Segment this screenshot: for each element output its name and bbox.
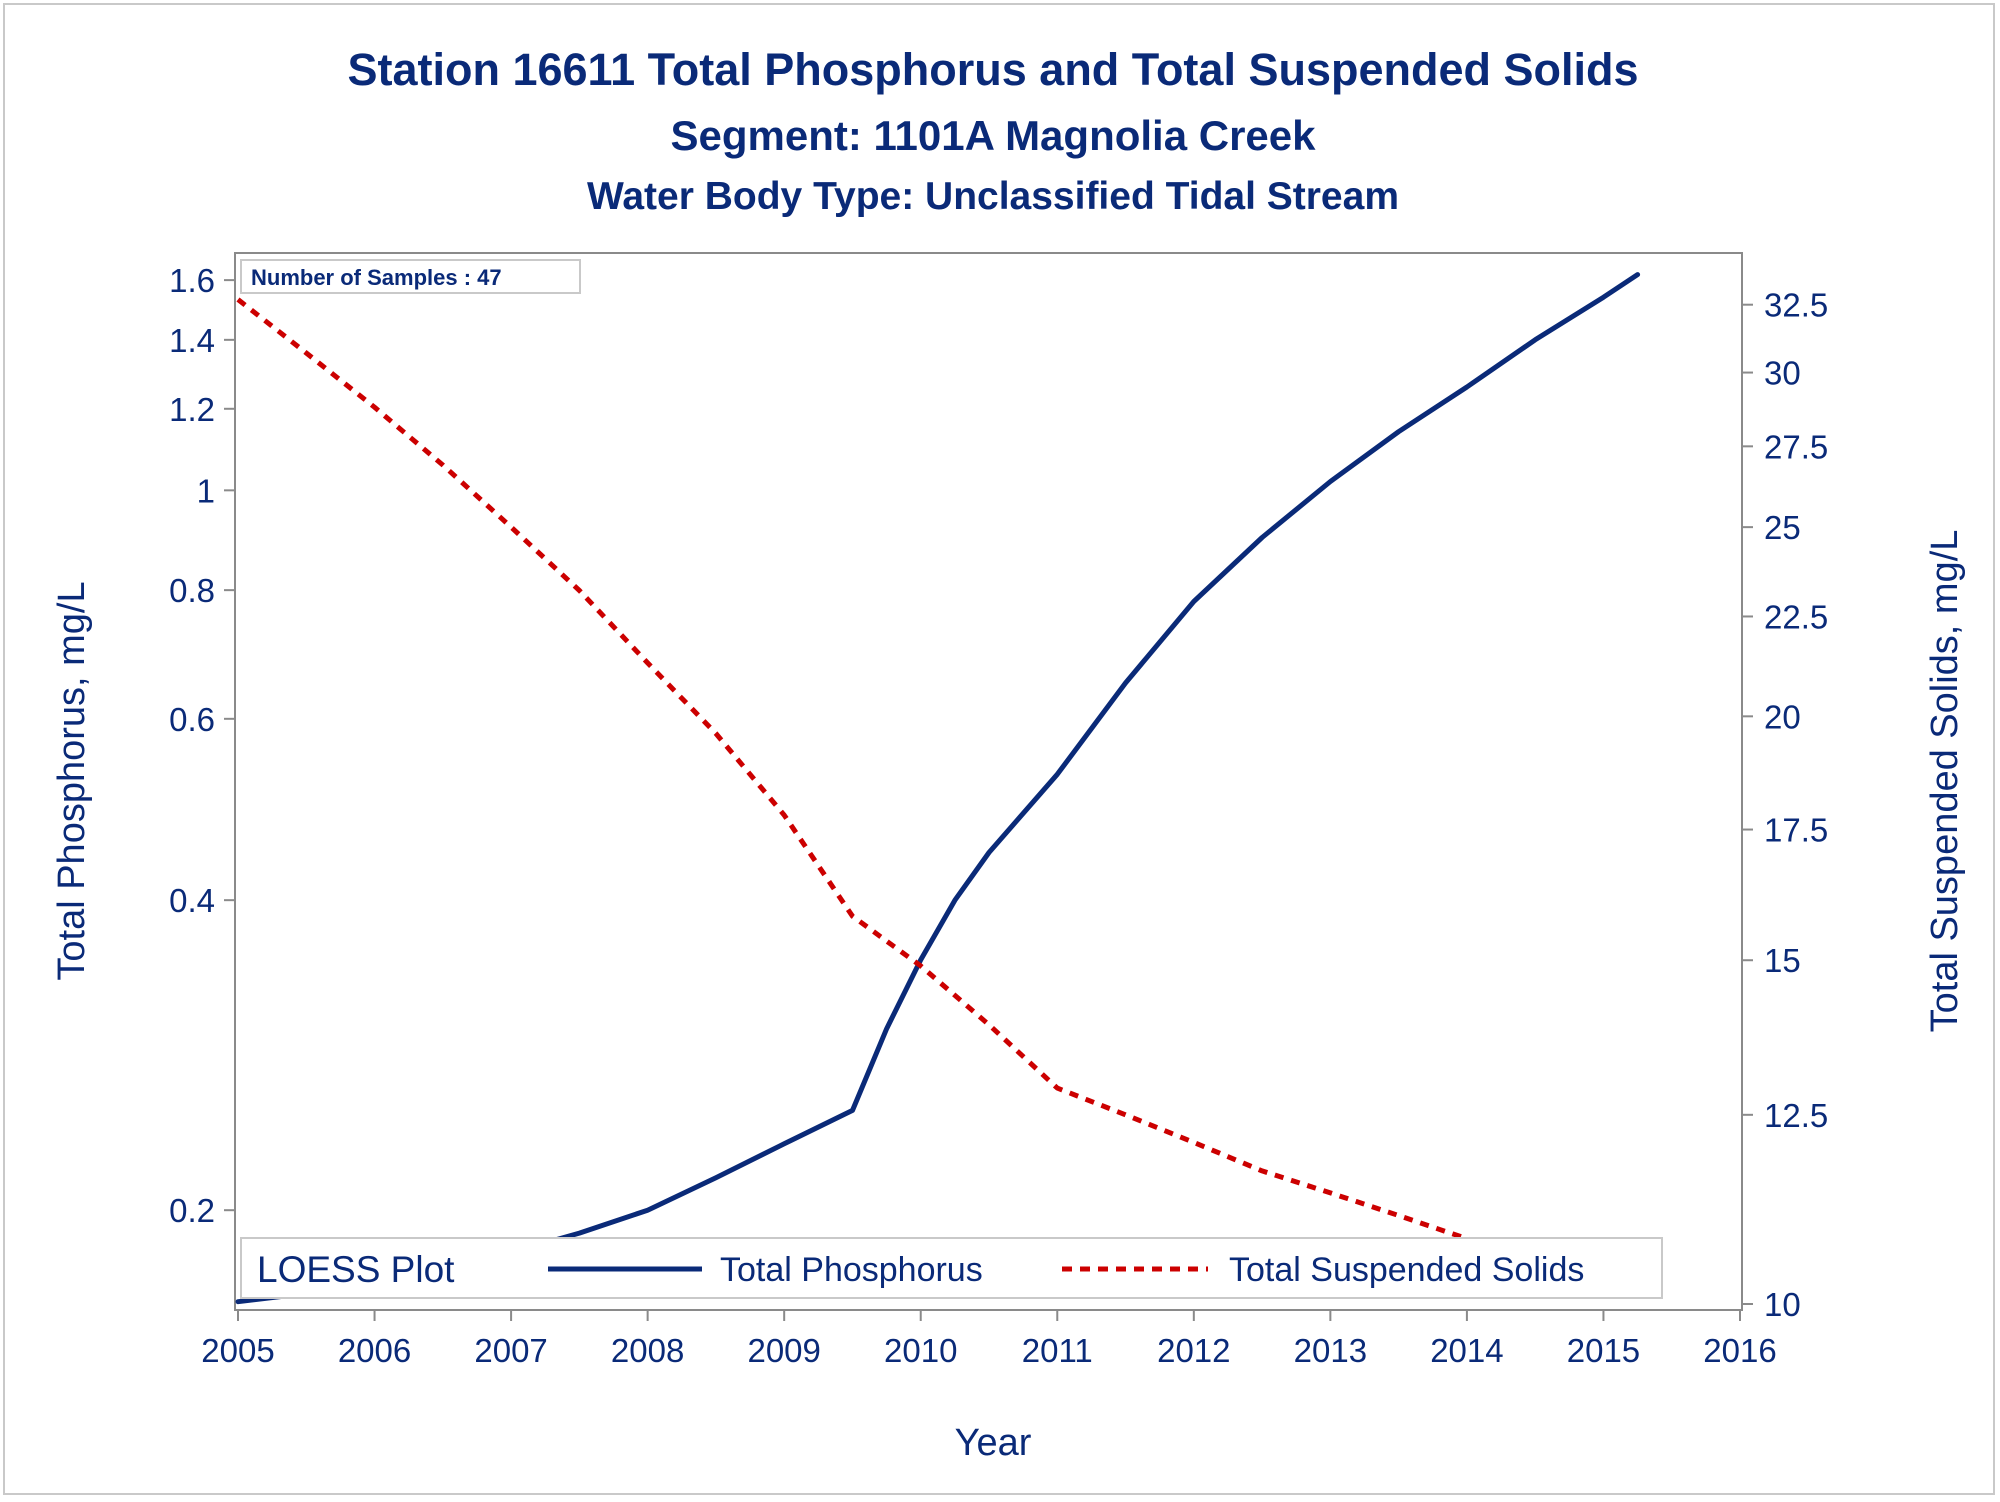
- y-left-tick-label: 1.6: [169, 262, 215, 299]
- chart-frame: Station 16611 Total Phosphorus and Total…: [3, 3, 1995, 1495]
- x-tick-label: 2014: [1430, 1332, 1503, 1369]
- x-tick-label: 2009: [747, 1332, 820, 1369]
- y-right-tick-label: 27.5: [1764, 428, 1828, 465]
- x-tick-label: 2010: [884, 1332, 957, 1369]
- x-tick-label: 2006: [338, 1332, 411, 1369]
- y-right-tick-label: 12.5: [1764, 1097, 1828, 1134]
- series-layer: [235, 272, 1641, 1305]
- series-line-total-suspended-solids: [236, 297, 1639, 1299]
- chart-subtitle: Segment: 1101A Magnolia Creek: [670, 112, 1316, 159]
- x-tick-label: 2012: [1157, 1332, 1230, 1369]
- chart-svg: Station 16611 Total Phosphorus and Total…: [51, 44, 1966, 1464]
- y-right-tick-label: 17.5: [1764, 812, 1828, 849]
- y-axis-left-label: Total Phosphorus, mg/L: [51, 581, 93, 980]
- legend-label-total-suspended-solids: Total Suspended Solids: [1229, 1251, 1584, 1289]
- y-right-tick-label: 30: [1764, 355, 1801, 392]
- y-axis-right: 10 12.5 15 17.5 20 22.5 25 27.5 30 32.5: [1742, 287, 1828, 1323]
- x-tick-label: 2008: [611, 1332, 684, 1369]
- y-left-tick-label: 0.6: [169, 701, 215, 738]
- x-tick-label: 2016: [1703, 1332, 1776, 1369]
- y-left-tick-label: 1.4: [169, 322, 215, 359]
- y-right-tick-label: 10: [1764, 1286, 1801, 1323]
- y-left-tick-label: 0.4: [169, 882, 215, 919]
- y-right-tick-label: 22.5: [1764, 598, 1828, 635]
- chart-title: Station 16611 Total Phosphorus and Total…: [347, 44, 1638, 95]
- x-tick-label: 2007: [474, 1332, 547, 1369]
- y-right-tick-label: 32.5: [1764, 287, 1828, 324]
- x-tick-label: 2011: [1022, 1332, 1093, 1369]
- plot-area: [234, 252, 1743, 1311]
- sample-count-annotation: Number of Samples : 47: [240, 259, 581, 294]
- x-tick-label: 2015: [1567, 1332, 1640, 1369]
- x-tick-label: 2013: [1294, 1332, 1367, 1369]
- legend: LOESS Plot Total Phosphorus Total Suspen…: [240, 1237, 1663, 1299]
- annotation-text: Number of Samples : 47: [251, 265, 502, 290]
- x-axis-label: Year: [955, 1422, 1032, 1464]
- y-left-tick-label: 0.2: [169, 1192, 215, 1229]
- legend-label-total-phosphorus: Total Phosphorus: [720, 1251, 983, 1289]
- y-left-tick-label: 0.8: [169, 572, 215, 609]
- annotation-box: [240, 259, 581, 294]
- y-right-tick-label: 25: [1764, 509, 1801, 546]
- series-line-total-phosphorus: [235, 272, 1641, 1305]
- x-axis: 2005 2006 2007 2008 2009 2010 2011 2012 2013 2014…: [201, 1310, 1777, 1369]
- legend-title: LOESS Plot: [257, 1249, 455, 1290]
- y-right-tick-label: 20: [1764, 698, 1801, 735]
- y-left-tick-label: 1.2: [169, 391, 215, 428]
- chart-subtitle-2: Water Body Type: Unclassified Tidal Stre…: [587, 175, 1399, 218]
- y-axis-left: 0.2 0.4 0.6 0.8 1 1.2 1.4 1.6: [169, 262, 235, 1229]
- y-left-tick-label: 1: [197, 472, 215, 509]
- x-tick-label: 2005: [201, 1332, 274, 1369]
- legend-box: [240, 1237, 1663, 1299]
- y-axis-right-label: Total Suspended Solids, mg/L: [1924, 530, 1966, 1033]
- y-right-tick-label: 15: [1764, 942, 1801, 979]
